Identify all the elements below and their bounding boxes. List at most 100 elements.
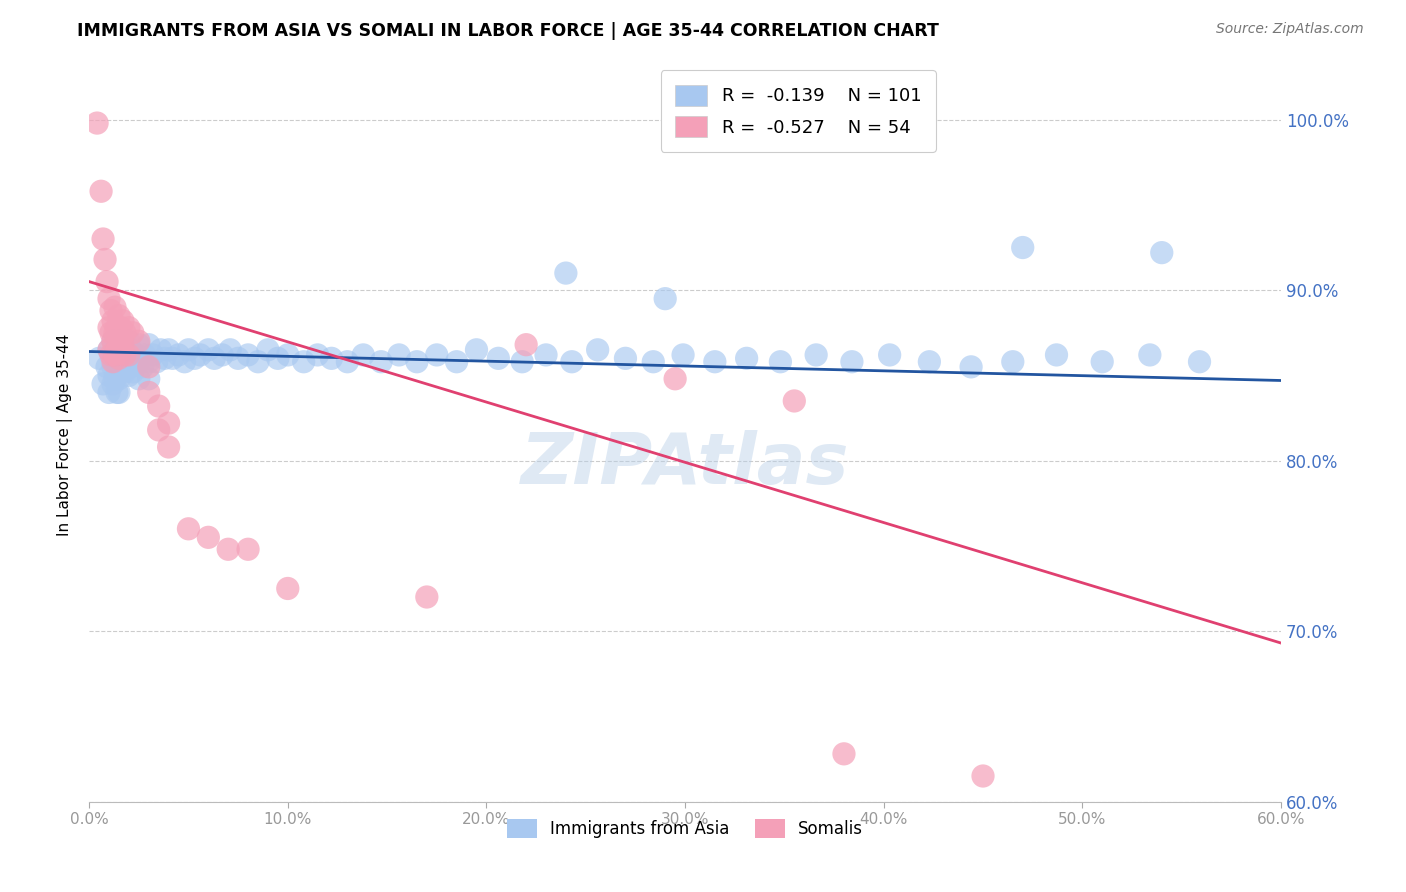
Point [128, 334, 150, 349]
Point [118, 320, 141, 334]
Point [515, 337, 537, 351]
Point [202, 351, 225, 366]
Point [98, 343, 121, 357]
Point [307, 348, 329, 362]
Point [86, 116, 108, 130]
Point [226, 351, 249, 366]
Point [120, 359, 142, 374]
Point [108, 351, 131, 366]
Point [783, 393, 806, 408]
Point [101, 359, 124, 374]
Point [104, 300, 127, 314]
Point [804, 348, 827, 362]
Point [1091, 355, 1114, 369]
Point [108, 355, 131, 369]
Point [100, 348, 122, 362]
Point [96, 275, 118, 289]
Point [104, 351, 127, 366]
Point [960, 359, 983, 374]
Point [114, 348, 136, 362]
Point [211, 348, 233, 362]
Point [257, 343, 280, 357]
Point [101, 334, 124, 349]
Point [336, 355, 359, 369]
Point [664, 372, 686, 386]
Point [114, 365, 136, 379]
Point [111, 314, 134, 328]
Point [105, 359, 128, 374]
Point [94, 252, 117, 267]
Point [101, 376, 124, 391]
Point [105, 343, 128, 357]
Point [121, 326, 143, 340]
Point [352, 348, 374, 362]
Point [614, 351, 637, 366]
Point [153, 351, 176, 366]
Point [465, 343, 488, 357]
Point [277, 348, 299, 362]
Point [118, 334, 141, 349]
Point [654, 292, 676, 306]
Point [236, 348, 259, 362]
Point [157, 440, 180, 454]
Point [841, 355, 863, 369]
Point [534, 348, 557, 362]
Point [101, 334, 124, 349]
Point [162, 351, 184, 366]
Point [128, 372, 150, 386]
Point [104, 348, 127, 362]
Text: Source: ZipAtlas.com: Source: ZipAtlas.com [1216, 22, 1364, 37]
Point [554, 266, 576, 280]
Point [148, 423, 170, 437]
Text: IMMIGRANTS FROM ASIA VS SOMALI IN LABOR FORCE | AGE 35-44 CORRELATION CHART: IMMIGRANTS FROM ASIA VS SOMALI IN LABOR … [77, 22, 939, 40]
Point [108, 385, 131, 400]
Point [832, 747, 855, 761]
Point [104, 372, 127, 386]
Point [128, 355, 150, 369]
Point [510, 355, 533, 369]
Point [1001, 355, 1024, 369]
Point [101, 314, 124, 328]
Point [190, 348, 212, 362]
Point [104, 326, 127, 340]
Point [98, 292, 121, 306]
Point [125, 348, 148, 362]
Point [388, 348, 411, 362]
Point [111, 359, 134, 374]
Y-axis label: In Labor Force | Age 35-44: In Labor Force | Age 35-44 [58, 334, 73, 536]
Point [426, 348, 449, 362]
Point [128, 337, 150, 351]
Point [124, 355, 146, 369]
Point [1150, 245, 1173, 260]
Point [416, 590, 439, 604]
Point [118, 348, 141, 362]
Point [108, 334, 131, 349]
Point [148, 399, 170, 413]
Point [918, 355, 941, 369]
Point [879, 348, 901, 362]
Point [142, 348, 165, 362]
Point [972, 769, 994, 783]
Point [157, 416, 180, 430]
Point [121, 365, 143, 379]
Point [149, 343, 172, 357]
Point [446, 355, 468, 369]
Point [132, 359, 155, 374]
Point [105, 385, 128, 400]
Point [138, 355, 160, 369]
Point [129, 351, 152, 366]
Point [100, 303, 122, 318]
Point [486, 351, 509, 366]
Point [120, 343, 142, 357]
Point [110, 320, 132, 334]
Point [735, 351, 758, 366]
Point [1139, 348, 1161, 362]
Point [87, 351, 110, 366]
Point [236, 542, 259, 557]
Point [98, 368, 121, 383]
Point [108, 309, 131, 323]
Point [177, 343, 200, 357]
Point [1188, 355, 1211, 369]
Point [98, 343, 121, 357]
Point [138, 372, 160, 386]
